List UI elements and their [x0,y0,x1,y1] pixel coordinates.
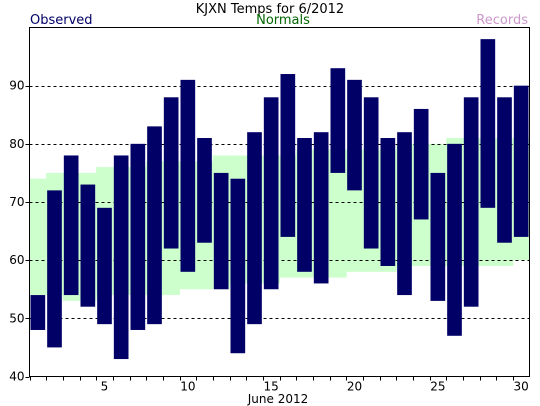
y-tick-label-70: 70 [9,195,24,209]
observed-bar-day-1 [30,295,46,330]
observed-bar-day-14 [247,132,262,325]
observed-bar-day-29 [497,97,512,243]
observed-bar-day-22 [380,138,396,266]
observed-bar-day-15 [263,97,279,290]
y-axis: 40 50 60 70 80 90 [9,79,30,384]
observed-bar-day-3 [63,155,79,296]
observed-bar-day-16 [280,74,296,237]
observed-bar-day-20 [347,79,362,191]
y-tick-label-90: 90 [9,79,24,93]
observed-bar-day-6 [113,155,129,360]
y-tick-label-50: 50 [9,311,24,325]
observed-bar-day-27 [463,97,479,307]
legend-observed: Observed [30,13,93,28]
x-tick-label-15: 15 [264,380,279,394]
gridline-layer [29,86,530,319]
observed-bar-day-19 [330,68,346,173]
observed-bar-day-11 [197,138,212,243]
observed-bar-day-18 [313,132,329,284]
x-tick-label-30: 30 [514,380,529,394]
legend-normals: Normals [256,13,310,28]
observed-bar-day-30 [513,85,529,237]
observed-bar-day-12 [213,172,229,290]
observed-bar-day-28 [480,39,496,208]
x-axis-label: June 2012 [247,392,309,406]
observed-bar-day-7 [130,143,146,330]
normal-band-day-1 [29,178,47,296]
y-tick-label-60: 60 [9,253,24,267]
observed-bar-day-13 [230,178,246,354]
observed-bar-day-25 [430,172,446,301]
observed-bar-day-17 [297,138,312,272]
x-tick-label-20: 20 [347,380,362,394]
observed-bar-day-21 [363,97,379,249]
x-tick-label-25: 25 [430,380,445,394]
y-tick-label-40: 40 [9,370,24,384]
observed-bar-day-8 [147,126,162,325]
observed-bar-day-9 [163,97,179,249]
observed-bar-day-5 [97,207,112,325]
observed-bar-day-23 [397,132,412,296]
chart-title: KJXN Temps for 6/2012 [196,2,344,17]
y-tick-label-80: 80 [9,137,24,151]
observed-bar-day-24 [413,108,429,220]
x-tick-label-10: 10 [180,380,195,394]
observed-bar-day-26 [447,143,462,336]
observed-bar-day-10 [180,79,196,272]
observed-bar-day-2 [47,190,62,348]
legend-records: Records [476,13,528,28]
observed-bars-layer [30,39,529,360]
normal-band-day-19 [329,149,347,278]
observed-bar-day-4 [80,184,96,307]
x-axis: 5 10 15 20 25 30 [30,376,529,394]
x-tick-label-5: 5 [101,380,109,394]
